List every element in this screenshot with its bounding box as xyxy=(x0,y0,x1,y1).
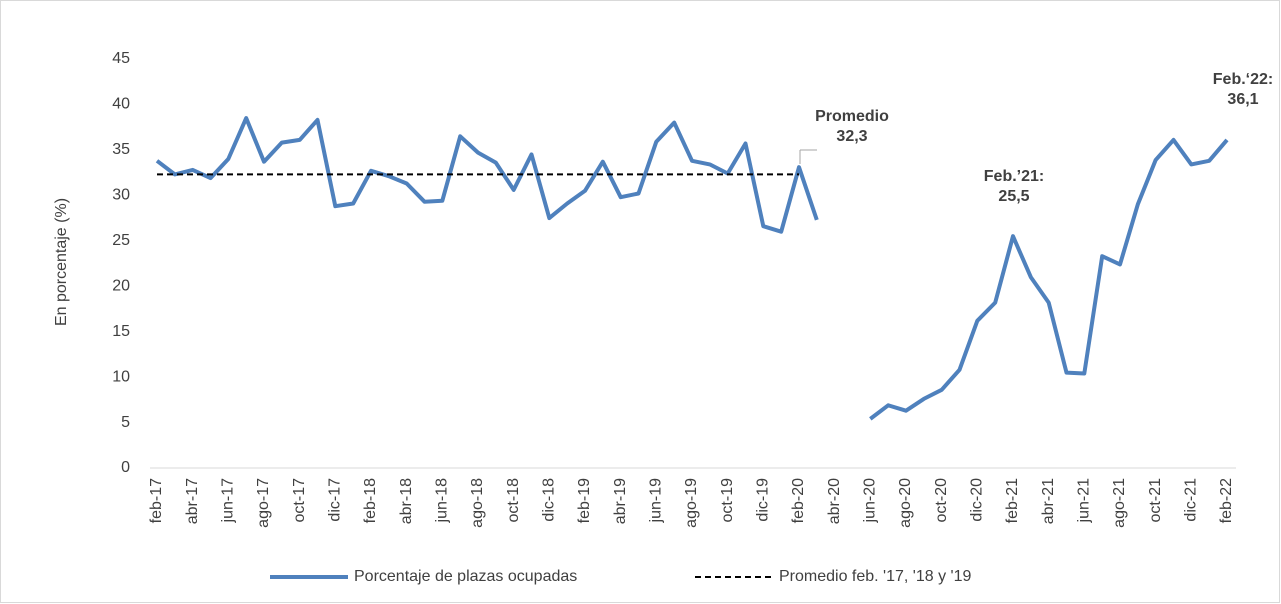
x-tick-label: ago-17 xyxy=(255,478,272,528)
x-tick-label: feb-21 xyxy=(1004,478,1021,523)
x-tick-label: ago-18 xyxy=(469,478,486,528)
x-tick-label: abr-17 xyxy=(184,478,201,524)
x-tick-label: feb-18 xyxy=(362,478,379,523)
x-tick-label: ago-21 xyxy=(1111,478,1128,528)
x-tick-label: feb-19 xyxy=(576,478,593,523)
x-tick-label: jun-21 xyxy=(1076,478,1093,524)
x-tick-label: dic-17 xyxy=(327,478,344,522)
x-tick-label: oct-21 xyxy=(1147,478,1164,523)
annotation-label: Feb.’21: xyxy=(984,168,1044,185)
x-tick-label: jun-20 xyxy=(862,478,879,524)
x-tick-label: ago-19 xyxy=(683,478,700,528)
x-tick-label: dic-18 xyxy=(541,478,558,522)
annotation-value: 32,3 xyxy=(836,128,867,145)
y-tick-label: 10 xyxy=(112,368,130,385)
y-tick-label: 5 xyxy=(121,414,130,431)
annotation-value: 25,5 xyxy=(998,188,1029,205)
y-axis-label: En porcentaje (%) xyxy=(53,198,70,326)
y-tick-label: 20 xyxy=(112,277,130,294)
annotation-value: 36,1 xyxy=(1227,91,1258,108)
annotation-label: Feb.‘22: xyxy=(1213,71,1273,88)
x-tick-label: dic-21 xyxy=(1183,478,1200,522)
x-tick-label: oct-19 xyxy=(719,478,736,523)
y-tick-label: 40 xyxy=(112,96,130,113)
y-tick-label: 35 xyxy=(112,141,130,158)
x-tick-label: jun-19 xyxy=(648,478,665,524)
x-tick-label: jun-17 xyxy=(220,478,237,524)
x-tick-label: oct-20 xyxy=(933,478,950,523)
x-tick-label: dic-20 xyxy=(969,478,986,522)
x-tick-label: feb-17 xyxy=(148,478,165,523)
x-tick-label: jun-18 xyxy=(434,478,451,524)
annotation-label: Promedio xyxy=(815,108,889,125)
x-tick-label: ago-20 xyxy=(897,478,914,528)
x-tick-label: oct-17 xyxy=(291,478,308,523)
x-tick-label: oct-18 xyxy=(505,478,522,523)
legend-label: Porcentaje de plazas ocupadas xyxy=(354,568,577,585)
series-line xyxy=(155,116,1229,421)
y-tick-label: 25 xyxy=(112,232,130,249)
x-tick-label: abr-19 xyxy=(612,478,629,524)
x-tick-label: abr-18 xyxy=(398,478,415,524)
y-tick-label: 45 xyxy=(112,50,130,67)
legend-label: Promedio feb. '17, '18 y '19 xyxy=(779,568,971,585)
x-tick-label: dic-19 xyxy=(755,478,772,522)
x-tick-label: abr-21 xyxy=(1040,478,1057,524)
y-tick-label: 15 xyxy=(112,323,130,340)
y-tick-label: 0 xyxy=(121,459,130,476)
x-tick-label: feb-22 xyxy=(1218,478,1235,523)
x-tick-label: feb-20 xyxy=(790,478,807,523)
y-tick-label: 30 xyxy=(112,187,130,204)
x-tick-label: abr-20 xyxy=(826,478,843,524)
